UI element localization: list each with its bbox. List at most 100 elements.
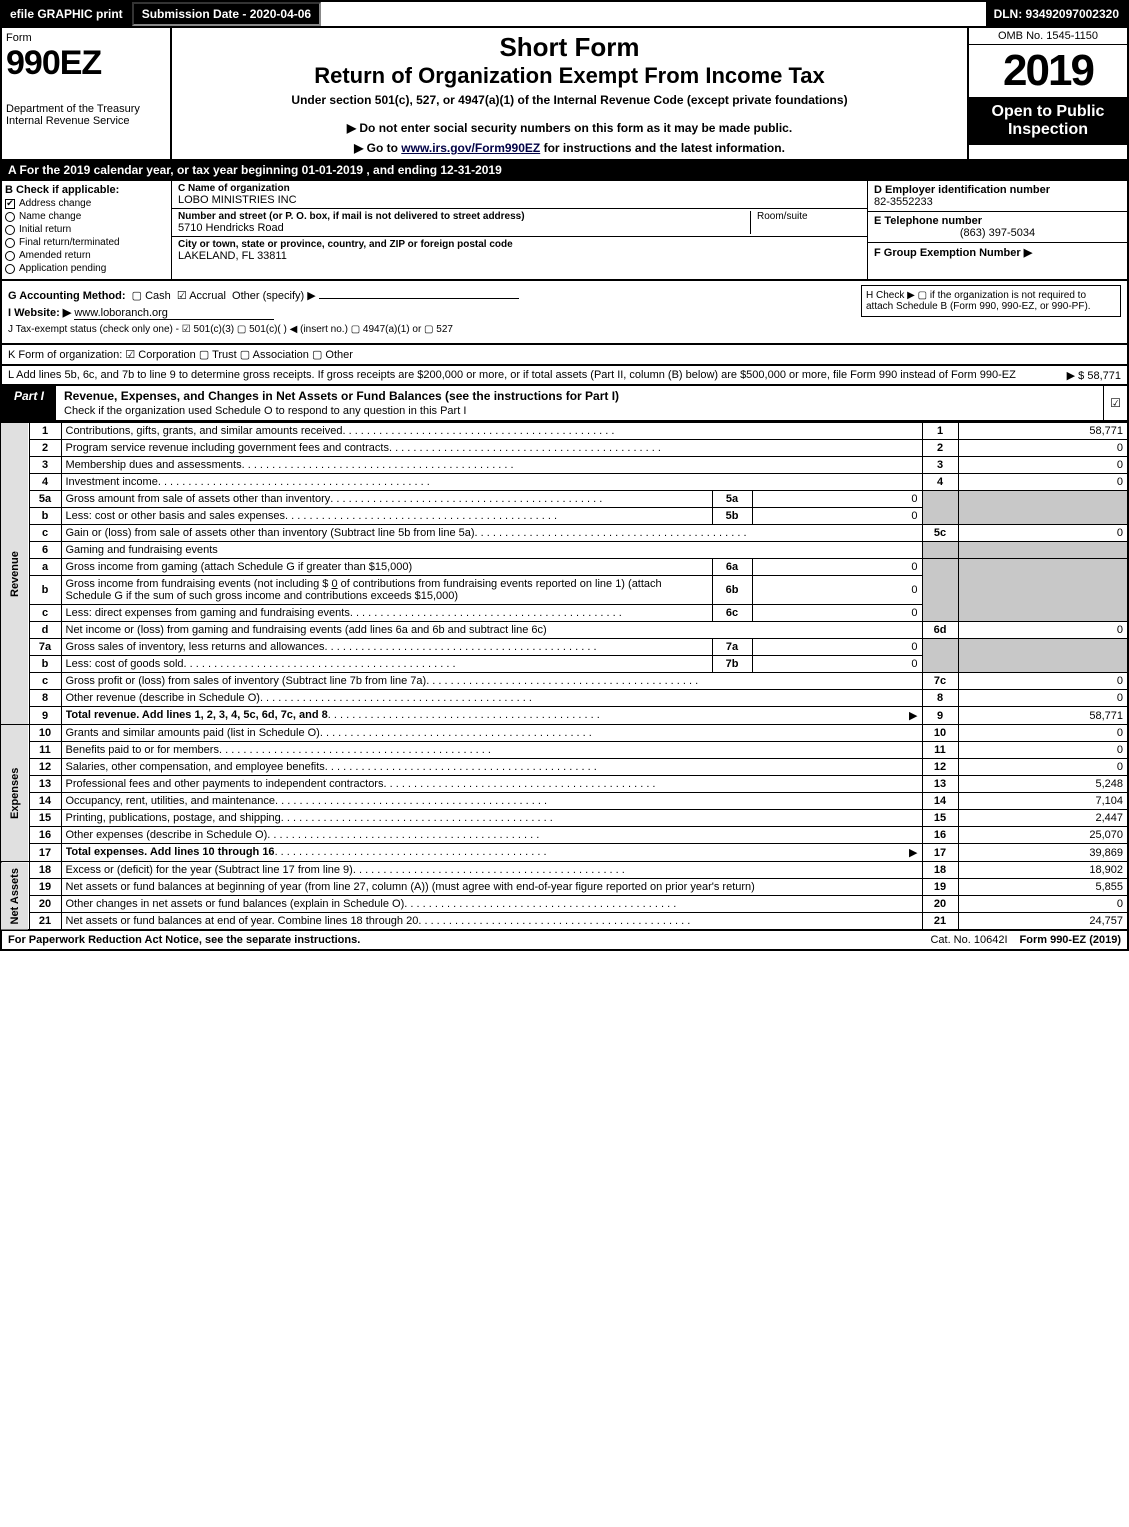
form-word: Form — [6, 32, 166, 44]
line-desc: Membership dues and assessments — [66, 459, 242, 471]
dln-label: DLN: 93492097002320 — [986, 2, 1127, 26]
top-bar: efile GRAPHIC print Submission Date - 20… — [0, 0, 1129, 28]
line-value: 0 — [958, 440, 1128, 457]
line-desc: Gain or (loss) from sale of assets other… — [66, 527, 475, 539]
department-label: Department of the Treasury Internal Reve… — [6, 103, 166, 127]
header-center: Short Form Return of Organization Exempt… — [172, 28, 967, 159]
sub-line-ref: 7b — [712, 656, 752, 673]
expenses-side-label: Expenses — [1, 725, 29, 862]
phone-block: E Telephone number (863) 397-5034 — [868, 212, 1127, 243]
no-ssn-notice: ▶ Do not enter social security numbers o… — [176, 121, 963, 135]
line-desc: Net assets or fund balances at beginning… — [61, 879, 922, 896]
sub-line-ref: 7a — [712, 639, 752, 656]
shaded-cell — [958, 559, 1128, 622]
line-value: 0 — [958, 525, 1128, 542]
line-value: 0 — [958, 896, 1128, 913]
line-value: 5,248 — [958, 776, 1128, 793]
sub-line-ref: 5b — [712, 508, 752, 525]
sub-line-value: 0 — [752, 639, 922, 656]
paperwork-notice: For Paperwork Reduction Act Notice, see … — [2, 931, 924, 949]
line-desc: Gross income from gaming (attach Schedul… — [61, 559, 712, 576]
room-label: Room/suite — [751, 211, 861, 234]
form-ref: Form 990-EZ (2019) — [1014, 931, 1127, 949]
footer: For Paperwork Reduction Act Notice, see … — [0, 931, 1129, 951]
shaded-cell — [958, 542, 1128, 559]
goto-pre: ▶ Go to — [354, 141, 401, 155]
line-value: 0 — [958, 759, 1128, 776]
under-section: Under section 501(c), 527, or 4947(a)(1)… — [176, 93, 963, 107]
part1-title-text: Revenue, Expenses, and Changes in Net As… — [64, 389, 619, 403]
netassets-side-label: Net Assets — [1, 862, 29, 931]
section-b-header: B Check if applicable: — [5, 184, 168, 196]
line-ref: 2 — [922, 440, 958, 457]
group-exemption: F Group Exemption Number ▶ — [868, 243, 1127, 262]
sub-line-value: 0 — [752, 576, 922, 605]
info-block: B Check if applicable: ✔Address change N… — [0, 181, 1129, 281]
chk-initial-return[interactable]: Initial return — [5, 224, 168, 235]
efile-label[interactable]: efile GRAPHIC print — [2, 2, 132, 26]
return-title: Return of Organization Exempt From Incom… — [176, 63, 963, 89]
line-desc: Investment income — [66, 476, 158, 488]
sub-line-ref: 6c — [712, 605, 752, 622]
part1-title: Revenue, Expenses, and Changes in Net As… — [56, 386, 1103, 420]
line-desc: Other revenue (describe in Schedule O) — [66, 692, 260, 704]
irs-link[interactable]: www.irs.gov/Form990EZ — [401, 141, 540, 155]
line-ref: 9 — [922, 707, 958, 725]
line-desc: Gaming and fundraising events — [61, 542, 922, 559]
line-desc: Other expenses (describe in Schedule O) — [66, 829, 268, 841]
shaded-cell — [958, 639, 1128, 673]
accrual-option[interactable]: Accrual — [189, 290, 226, 302]
chk-address-change[interactable]: ✔Address change — [5, 198, 168, 209]
other-option[interactable]: Other (specify) ▶ — [232, 290, 316, 302]
street-block: Number and street (or P. O. box, if mail… — [178, 211, 751, 234]
chk-label: Name change — [19, 211, 81, 222]
line-ref: 3 — [922, 457, 958, 474]
city-label: City or town, state or province, country… — [178, 239, 861, 250]
chk-label: Amended return — [19, 250, 91, 261]
form-number: 990EZ — [6, 44, 166, 83]
line-ref: 17 — [922, 844, 958, 862]
chk-name-change[interactable]: Name change — [5, 211, 168, 222]
chk-amended-return[interactable]: Amended return — [5, 250, 168, 261]
chk-final-return[interactable]: Final return/terminated — [5, 237, 168, 248]
chk-label: Initial return — [19, 224, 71, 235]
line-desc: Other changes in net assets or fund bala… — [66, 898, 405, 910]
line-value: 0 — [958, 457, 1128, 474]
part1-check[interactable]: ☑ — [1103, 386, 1127, 420]
line-desc: Less: cost of goods sold — [66, 658, 184, 670]
accounting-label: G Accounting Method: — [8, 290, 126, 302]
shaded-cell — [958, 491, 1128, 525]
city-value: LAKELAND, FL 33811 — [178, 250, 861, 262]
section-def: D Employer identification number 82-3552… — [867, 181, 1127, 279]
form-header: Form 990EZ Department of the Treasury In… — [0, 28, 1129, 161]
line-value: 0 — [958, 622, 1128, 639]
line-value: 18,902 — [958, 862, 1128, 879]
sub-line-value: 0 — [752, 605, 922, 622]
line-desc: Program service revenue including govern… — [66, 442, 389, 454]
line-value: 0 — [958, 690, 1128, 707]
line-value: 58,771 — [958, 707, 1128, 725]
line-desc: Total revenue. Add lines 1, 2, 3, 4, 5c,… — [66, 709, 328, 722]
group-exemption-label: F Group Exemption Number ▶ — [874, 247, 1032, 259]
ein-value: 82-3552233 — [874, 196, 1121, 208]
short-form-title: Short Form — [176, 32, 963, 63]
chk-label: Application pending — [19, 263, 106, 274]
goto-post: for instructions and the latest informat… — [540, 141, 785, 155]
open-inspection: Open to Public Inspection — [969, 97, 1127, 145]
line-desc: Excess or (deficit) for the year (Subtra… — [66, 864, 353, 876]
part1-header: Part I Revenue, Expenses, and Changes in… — [0, 386, 1129, 422]
line-ref: 1 — [922, 423, 958, 440]
omb-number: OMB No. 1545-1150 — [969, 28, 1127, 45]
row-l-text: L Add lines 5b, 6c, and 7b to line 9 to … — [8, 369, 1016, 381]
chk-application-pending[interactable]: Application pending — [5, 263, 168, 274]
line-value: 25,070 — [958, 827, 1128, 844]
website-value[interactable]: www.loboranch.org — [74, 307, 274, 320]
cash-option[interactable]: Cash — [145, 290, 171, 302]
row-l-amount: ▶ $ 58,771 — [1067, 369, 1121, 382]
line-ref: 4 — [922, 474, 958, 491]
section-b: B Check if applicable: ✔Address change N… — [2, 181, 172, 279]
line-ref: 10 — [922, 725, 958, 742]
city-block: City or town, state or province, country… — [172, 237, 867, 264]
line-desc: Gross amount from sale of assets other t… — [66, 493, 331, 505]
line-value: 58,771 — [958, 423, 1128, 440]
